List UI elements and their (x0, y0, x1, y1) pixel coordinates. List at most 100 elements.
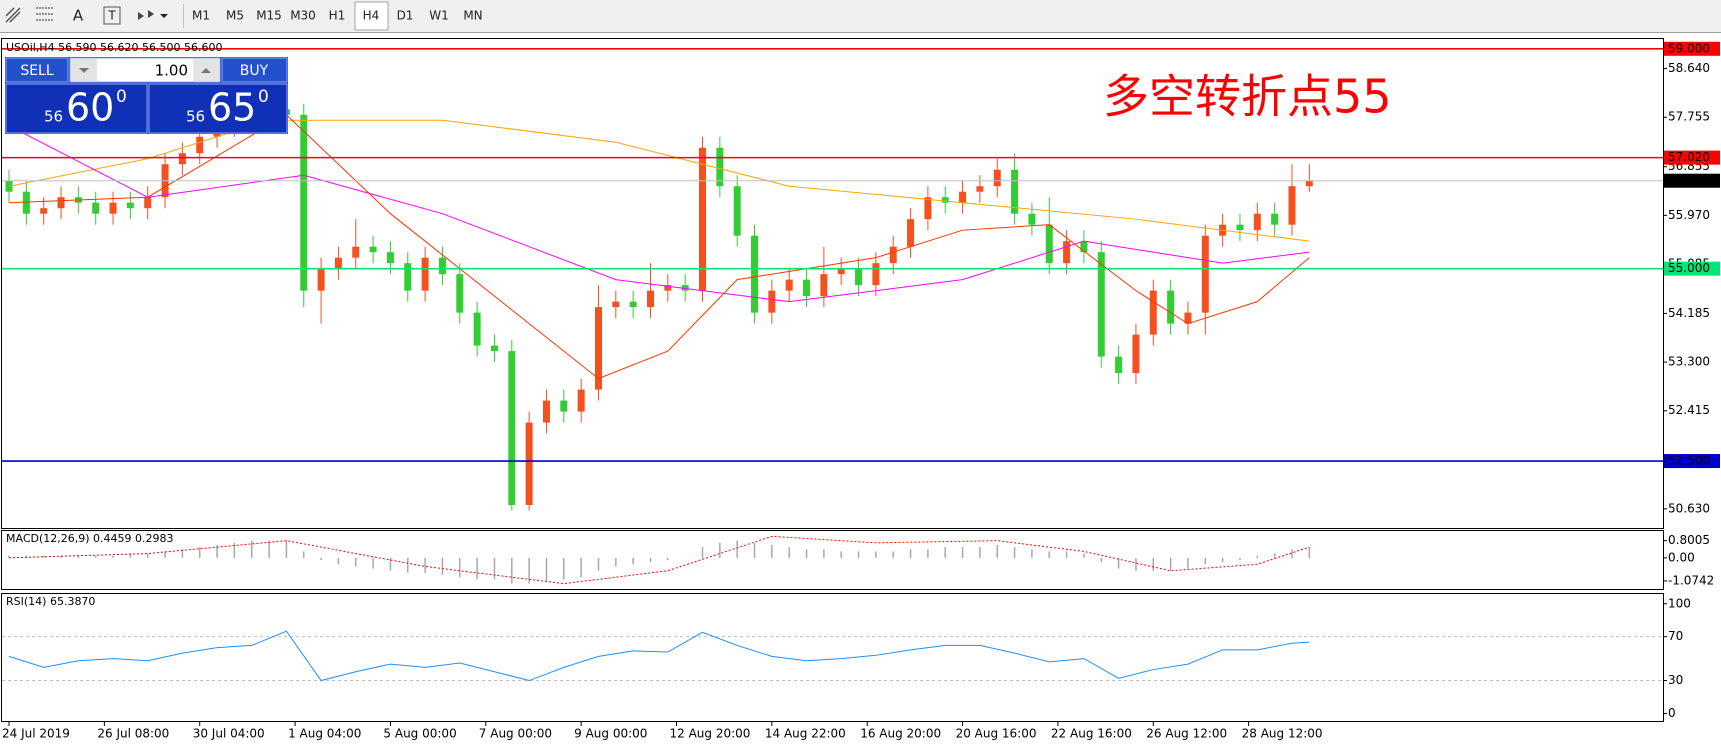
timeframe-button[interactable]: H1 (329, 9, 346, 23)
trade-panel: SELL 1.00 BUY 56 60 0 56 65 0 (5, 57, 288, 134)
sell-price-main: 60 (66, 86, 114, 130)
label-tool-box (103, 6, 121, 25)
candle-body (40, 208, 48, 214)
buy-price-box[interactable] (148, 83, 288, 134)
candle-body (629, 301, 637, 308)
timeframe-button[interactable]: M30 (290, 9, 316, 23)
icon-fibo-shape (5, 7, 21, 23)
candle-body (490, 345, 498, 352)
panel-candlestick: 58.64057.75556.85555.97055.08554.18553.3… (2, 41, 1720, 515)
candle-body (1201, 235, 1209, 313)
y-tick-label: 55.970 (1668, 208, 1710, 222)
timeframe-button[interactable]: H4 (363, 9, 380, 23)
panel-line: 100 70 30 0 24 Jul 2019 26 Jul 08:00 30 Jul 04… (2, 595, 1691, 741)
y-tick-label: 58.640 (1668, 61, 1710, 75)
sell-label[interactable]: SELL (20, 63, 54, 79)
candle-body (1045, 224, 1053, 264)
icon-fibo-f-shape (36, 7, 54, 21)
candle-body (404, 263, 412, 291)
buy-button[interactable] (221, 57, 288, 83)
y-tick-label: 30 (1668, 673, 1683, 687)
timeframe-bar: M1 M5 M15 M30 H1 H4 D1 W1 MN (192, 9, 483, 23)
y-tick-label: 0.8005 (1668, 533, 1710, 547)
candle-body (508, 351, 516, 506)
candle-body (1149, 290, 1157, 335)
candle-body (560, 400, 568, 412)
level-label-bg (1664, 173, 1720, 188)
buy-price-big: 56 (186, 108, 205, 126)
icon-fibo-f[interactable] (36, 7, 54, 21)
candle-body (993, 169, 1001, 187)
candle-body (22, 191, 30, 214)
panel-title: RSI(14) 65.3870 (6, 595, 95, 608)
y-tick-label: 57.755 (1668, 110, 1710, 124)
level-label-bg (1664, 454, 1720, 469)
timeframe-button[interactable]: D1 (397, 9, 414, 23)
candle-body (1115, 356, 1123, 374)
timeframe-button[interactable]: MN (463, 9, 482, 23)
timeframe-button[interactable]: M15 (256, 9, 282, 23)
x-tick-label: 26 Jul 08:00 (97, 727, 169, 741)
x-tick-label: 24 Jul 2019 (2, 727, 70, 741)
annotation: 多空转折点55 (1103, 70, 1392, 124)
candle-body (941, 197, 949, 203)
icon-arrows-shape (138, 10, 154, 20)
sell-price-box[interactable] (5, 83, 148, 134)
candle-body (438, 257, 446, 275)
candle-body (785, 279, 793, 291)
toolbar (0, 0, 1721, 32)
y-tick-label: 54.185 (1668, 306, 1710, 320)
candle-body (1288, 186, 1296, 225)
candle-body (907, 219, 915, 247)
candle-body (1080, 241, 1088, 253)
candle-body (126, 202, 134, 209)
buy-price-main: 65 (208, 86, 256, 130)
level-label: 51.500 (1668, 454, 1710, 468)
level-label: 56.600 (1668, 173, 1710, 187)
sell-price-big: 56 (44, 108, 63, 126)
candle-body (109, 202, 117, 214)
candle-body (733, 186, 741, 236)
lot-increase-arrow (201, 68, 211, 73)
candle-body (92, 202, 100, 214)
icon-fibo[interactable] (5, 7, 21, 23)
panel-title: USOil,H4 56.590 56.620 56.500 56.600 (6, 41, 223, 54)
candle-body (1011, 169, 1019, 214)
level-label-bg (1664, 150, 1720, 165)
x-tick-label: 22 Aug 16:00 (1051, 727, 1132, 741)
candle-body (369, 246, 377, 253)
x-tick-label: 16 Aug 20:00 (860, 727, 941, 741)
candle-body (1271, 213, 1279, 225)
level-label-bg (1664, 41, 1720, 56)
y-tick-label: 0.00 (1668, 550, 1695, 564)
indicator-line (8, 119, 1310, 242)
indicator-line (8, 630, 1310, 682)
timeframe-button[interactable]: M5 (226, 9, 244, 23)
candle-body (525, 422, 533, 506)
text-tool[interactable]: A (73, 7, 84, 25)
buy-label[interactable]: BUY (240, 63, 269, 79)
sell-price-sup: 0 (116, 87, 127, 107)
y-tick-label: 50.630 (1668, 501, 1710, 515)
candle-body (144, 197, 152, 209)
sell-button[interactable] (5, 57, 69, 83)
x-tick-label: 5 Aug 00:00 (383, 727, 456, 741)
candle-body (1305, 180, 1313, 187)
level-label: 57.020 (1668, 150, 1710, 164)
y-tick-label: -1.0742 (1668, 573, 1714, 587)
y-tick-label: 100 (1668, 596, 1691, 610)
candle-body (1184, 312, 1192, 324)
x-tick-label: 12 Aug 20:00 (670, 727, 751, 741)
indicator-line (8, 535, 1310, 585)
candle-body (803, 279, 811, 297)
label-tool[interactable]: T (107, 9, 116, 23)
dropdown-arrow (160, 14, 168, 18)
macd-panel-frame (1, 530, 1664, 590)
candle-body (820, 274, 828, 297)
timeframe-button[interactable]: M1 (192, 9, 210, 23)
icon-arrows[interactable] (138, 10, 168, 20)
plot-layer: 58.64057.75556.85555.97055.08554.18553.3… (2, 41, 1720, 741)
lot-value[interactable]: 1.00 (155, 62, 188, 80)
timeframe-button[interactable]: W1 (429, 9, 449, 23)
